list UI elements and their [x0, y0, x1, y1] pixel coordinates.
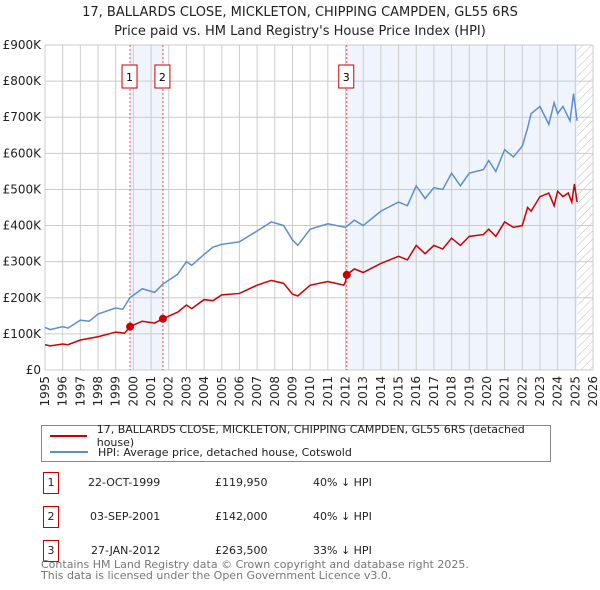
- sale-label: 1: [126, 71, 133, 84]
- sale-marker-badge: 3: [43, 540, 59, 562]
- y-tick-label: £300K: [3, 255, 43, 269]
- legend-label: HPI: Average price, detached house, Cots…: [98, 445, 352, 459]
- y-tick-label: £700K: [3, 110, 43, 124]
- shaded-region: [130, 45, 163, 370]
- sale-row: 1 22-OCT-1999 £119,950 40% ↓ HPI: [43, 472, 443, 494]
- x-tick-label: 1995: [38, 376, 52, 407]
- y-tick-label: £500K: [3, 182, 43, 196]
- x-tick-label: 2005: [215, 376, 229, 407]
- x-tick-label: 2003: [179, 376, 193, 407]
- chart-title: 17, BALLARDS CLOSE, MICKLETON, CHIPPING …: [82, 5, 518, 20]
- x-tick-label: 2014: [374, 376, 388, 407]
- x-tick-label: 2011: [321, 376, 335, 407]
- series-line: [44, 93, 578, 331]
- sale-price: £263,500: [215, 544, 268, 557]
- legend-item-hpi: HPI: Average price, detached house, Cots…: [50, 444, 352, 460]
- sale-price: £119,950: [215, 476, 268, 489]
- x-tick-label: 1998: [91, 376, 105, 407]
- sale-row: 3 27-JAN-2012 £263,500 33% ↓ HPI: [43, 540, 443, 562]
- sale-marker-badge: 2: [43, 506, 59, 528]
- sale-point: [342, 270, 351, 279]
- sale-date: 22-OCT-1999: [88, 476, 161, 489]
- x-tick-label: 2006: [232, 376, 246, 407]
- sale-label-box: [338, 64, 355, 89]
- x-tick-label: 2012: [339, 376, 353, 407]
- legend-label: 17, BALLARDS CLOSE, MICKLETON, CHIPPING …: [96, 423, 525, 449]
- sale-date: 27-JAN-2012: [91, 544, 161, 557]
- sale-label: 3: [343, 71, 350, 84]
- sale-hpi-diff: 40% ↓ HPI: [313, 476, 372, 489]
- x-tick-label: 2002: [162, 376, 176, 407]
- x-tick-label: 2018: [445, 376, 459, 407]
- sale-point: [126, 322, 135, 331]
- x-tick-label: 2023: [533, 376, 547, 407]
- blue-line-swatch: [50, 451, 88, 453]
- footer-licence: This data is licensed under the Open Gov…: [41, 569, 392, 582]
- legend: 17, BALLARDS CLOSE, MICKLETON, CHIPPING …: [41, 423, 551, 462]
- x-tick-label: 2009: [285, 376, 299, 407]
- sale-date: 03-SEP-2001: [90, 510, 161, 523]
- x-tick-label: 2020: [480, 376, 494, 407]
- shaded-region: [346, 45, 578, 370]
- x-tick-label: 2022: [515, 376, 529, 407]
- x-tick-label: 2015: [392, 376, 406, 407]
- sale-hpi-diff: 40% ↓ HPI: [313, 510, 372, 523]
- price-chart: 17, BALLARDS CLOSE, MICKLETON, CHIPPING …: [3, 5, 600, 407]
- x-tick-label: 2001: [144, 376, 158, 407]
- x-tick-label: 1999: [109, 376, 123, 407]
- x-tick-label: 1996: [56, 376, 70, 407]
- forecast-hatch: [577, 45, 593, 370]
- y-tick-label: £400K: [3, 219, 43, 233]
- y-tick-label: £0: [26, 363, 41, 377]
- sale-label-box: [121, 64, 138, 89]
- sale-row: 2 03-SEP-2001 £142,000 40% ↓ HPI: [43, 506, 443, 528]
- sale-point: [158, 314, 167, 323]
- x-tick-label: 2025: [568, 376, 582, 407]
- legend-item-property: 17, BALLARDS CLOSE, MICKLETON, CHIPPING …: [50, 423, 550, 449]
- y-tick-label: £100K: [3, 327, 43, 341]
- x-tick-label: 2019: [462, 376, 476, 407]
- y-tick-label: £900K: [3, 38, 43, 52]
- x-tick-label: 2013: [356, 376, 370, 407]
- chart-subtitle: Price paid vs. HM Land Registry's House …: [114, 24, 486, 39]
- x-tick-label: 2000: [126, 376, 140, 407]
- x-tick-label: 2026: [586, 376, 600, 407]
- sale-marker-badge: 1: [43, 472, 59, 494]
- x-tick-label: 2017: [427, 376, 441, 407]
- series-line: [44, 183, 578, 347]
- x-tick-label: 2016: [409, 376, 423, 407]
- x-tick-label: 2021: [498, 376, 512, 407]
- x-tick-label: 2008: [268, 376, 282, 407]
- red-line-swatch: [50, 435, 87, 437]
- y-tick-label: £800K: [3, 74, 43, 88]
- x-tick-label: 2004: [197, 376, 211, 407]
- sale-label-box: [154, 64, 171, 89]
- footer-copyright: Contains HM Land Registry data © Crown c…: [41, 558, 469, 571]
- y-tick-label: £200K: [3, 291, 43, 305]
- sale-hpi-diff: 33% ↓ HPI: [313, 544, 372, 557]
- x-tick-label: 2007: [250, 376, 264, 407]
- y-tick-label: £600K: [3, 146, 43, 160]
- sale-label: 2: [159, 71, 166, 84]
- x-tick-label: 2010: [303, 376, 317, 407]
- x-tick-label: 2024: [551, 376, 565, 407]
- footer: Contains HM Land Registry data © Crown c…: [41, 559, 469, 581]
- sale-price: £142,000: [215, 510, 268, 523]
- x-tick-label: 1997: [73, 376, 87, 407]
